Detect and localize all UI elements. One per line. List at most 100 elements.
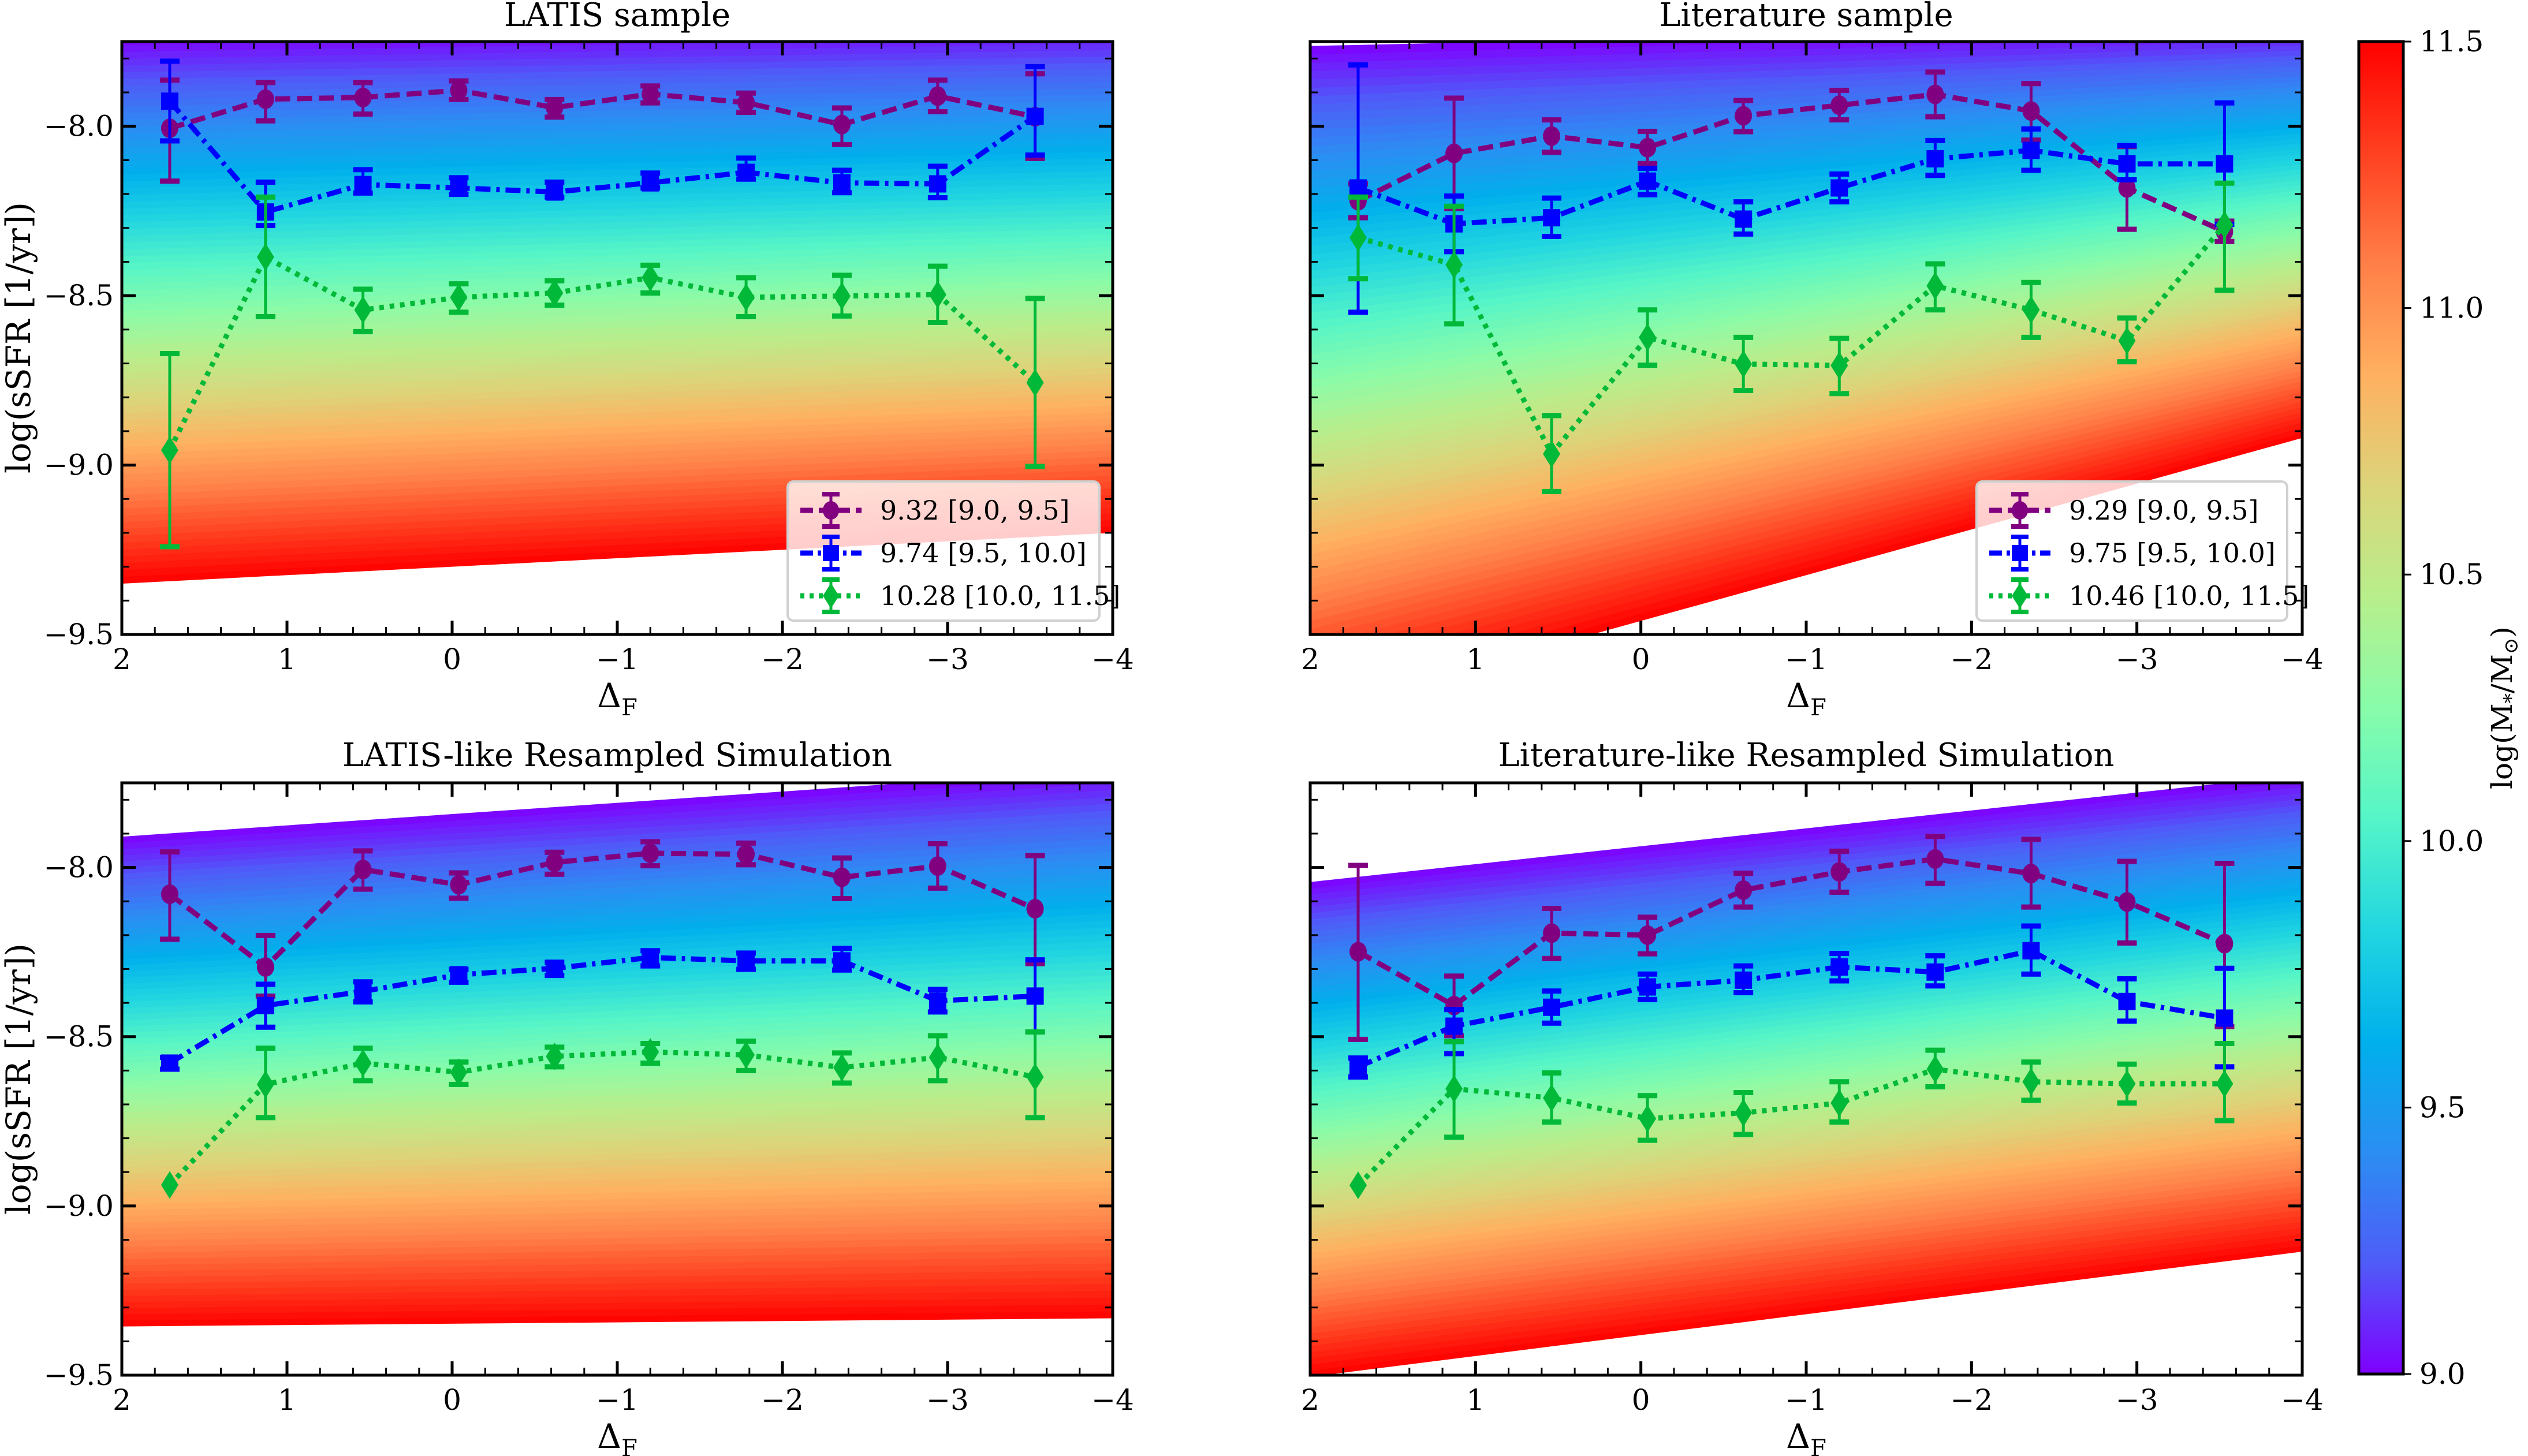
mass-band-strip <box>122 1098 1113 1137</box>
mass-band-strip <box>122 1139 1113 1174</box>
axes: 2 1 0 −1 −2 −3 −4 −9.5 −9.0 −8.5 −8.0 <box>44 40 1134 676</box>
x-axis-label-subscript: F <box>1810 695 1826 721</box>
mass-band-strip <box>122 196 1113 229</box>
x-tick-label: 2 <box>113 643 131 676</box>
mass-band-strip <box>1310 1174 2302 1303</box>
data-point-square <box>1026 987 1044 1005</box>
series-mid <box>159 946 1045 1072</box>
data-point-square <box>1543 998 1561 1016</box>
mass-band-strip <box>1310 1061 2302 1186</box>
mass-band-strip <box>1310 256 2302 430</box>
mass-band-strip <box>122 42 823 52</box>
mass-band-strip <box>122 342 1113 386</box>
mass-band-strip <box>122 1215 1113 1241</box>
axes: 2 1 0 −1 −2 −3 −4 −9.5 −9.0 −8.5 −8.0 <box>44 781 1134 1417</box>
mass-band-strip <box>1310 810 2302 926</box>
mass-band-strip <box>1310 163 2302 280</box>
x-tick-label: −2 <box>1950 1383 1993 1417</box>
mass-band-strip <box>122 1208 1113 1235</box>
data-point-diamond <box>737 1041 755 1069</box>
data-point-diamond <box>1445 251 1463 279</box>
mass-band-strip <box>122 1174 1113 1204</box>
y-tick-label: −9.5 <box>44 618 114 651</box>
data-point-square <box>2022 942 2040 960</box>
mass-band-strip <box>122 783 1113 849</box>
legend: 9.29 [9.0, 9.5] 9.75 [9.5, 10.0] 10.46 [10… <box>1975 480 2309 622</box>
mass-band-strip <box>1310 1203 2302 1334</box>
mass-band-strip <box>122 899 1113 960</box>
data-point-circle <box>1926 84 1944 104</box>
mass-band-strip <box>122 424 1113 475</box>
x-tick-label: 2 <box>1301 643 1319 676</box>
mass-band-strip <box>1310 1167 2302 1297</box>
x-axis-label: ΔF <box>597 1417 637 1456</box>
colorbar-label-slash: /M <box>2485 654 2519 693</box>
mass-band-strip <box>1310 1096 2302 1223</box>
data-point-circle <box>833 114 851 135</box>
data-point-square <box>1926 963 1944 981</box>
mass-band-strip <box>1310 792 2302 908</box>
data-point-diamond <box>2022 296 2040 324</box>
mass-band-strip <box>1310 91 2302 163</box>
mass-band-strip <box>1310 977 2302 1099</box>
data-marks <box>1348 62 2235 494</box>
mass-band-strip <box>1310 858 2302 975</box>
x-axis-label: ΔF <box>597 676 637 721</box>
mass-band-strip <box>122 412 1113 461</box>
mass-band-strip <box>1310 42 2257 72</box>
mass-band-strip <box>122 139 1113 168</box>
legend-box <box>786 480 1101 622</box>
data-point-square <box>1926 150 1944 168</box>
x-axis-label-subscript: F <box>621 695 637 721</box>
mass-band-strip <box>122 437 1113 488</box>
mass-band-strip <box>122 892 1113 954</box>
series-high <box>1349 1039 2235 1200</box>
mass-band-strip <box>1310 360 2302 596</box>
data-point-diamond <box>256 243 274 271</box>
mass-band-strip <box>1310 929 2302 1050</box>
colorbar-tick-label: 11.5 <box>2419 25 2484 58</box>
mass-band-strip <box>122 913 1113 972</box>
x-tick-label: −3 <box>2116 643 2158 676</box>
colorbar-label-sub-star: * <box>2500 693 2523 703</box>
mass-band-strip <box>122 56 1113 79</box>
mass-band-strip <box>122 1160 1113 1192</box>
mass-band-strip <box>1310 117 2302 205</box>
x-tick-label: 0 <box>443 643 461 676</box>
colorbar-tick-label: 10.0 <box>2419 824 2484 858</box>
data-point-circle <box>642 843 659 863</box>
panel-latis-sample: LATIS sample 2 1 0 −1 −2 −3 −4 −9.5 −9.0 −8.5 −8.0… <box>0 0 1134 721</box>
legend-item-mid: 9.75 [9.5, 10.0] <box>1989 535 2276 572</box>
data-point-diamond <box>1735 350 1753 378</box>
data-point-square <box>642 174 659 192</box>
mass-band-strip <box>122 335 1113 379</box>
mass-band-strip <box>122 1043 1113 1088</box>
mass-band-strip <box>1310 370 2302 613</box>
mass-band-strip <box>122 1002 1113 1051</box>
mass-band-strip <box>1310 65 2302 122</box>
data-point-diamond <box>256 1070 274 1099</box>
mass-band-strip <box>122 865 1113 929</box>
mass-band-strip <box>122 202 1113 236</box>
data-point-square <box>354 983 372 1000</box>
mass-band-strip <box>122 227 1113 263</box>
mass-band-strip <box>122 1290 1113 1308</box>
data-point-diamond <box>737 283 755 312</box>
data-point-square <box>2118 155 2136 173</box>
mass-band-strip <box>122 247 1113 284</box>
data-point-diamond <box>1926 272 1944 300</box>
x-tick-label: −4 <box>2281 1383 2324 1417</box>
panel-literature-like-simulation: Literature-like Resampled Simulation 2 1 0… <box>1301 737 2324 1456</box>
panel-title: Literature-like Resampled Simulation <box>1498 737 2114 774</box>
mass-band-strip <box>1310 1072 2302 1198</box>
data-point-diamond <box>1026 1063 1044 1091</box>
data-point-diamond <box>1926 1055 1944 1083</box>
x-tick-label: 2 <box>1301 1383 1319 1417</box>
mass-band-strip <box>1310 1108 2302 1235</box>
x-axis-label: ΔF <box>1786 676 1826 721</box>
mass-band-strip <box>122 927 1113 984</box>
mass-band-strip <box>122 380 1113 427</box>
data-point-circle <box>450 875 468 895</box>
x-axis-label-delta: Δ <box>597 1417 621 1456</box>
data-point-diamond <box>161 1171 178 1199</box>
